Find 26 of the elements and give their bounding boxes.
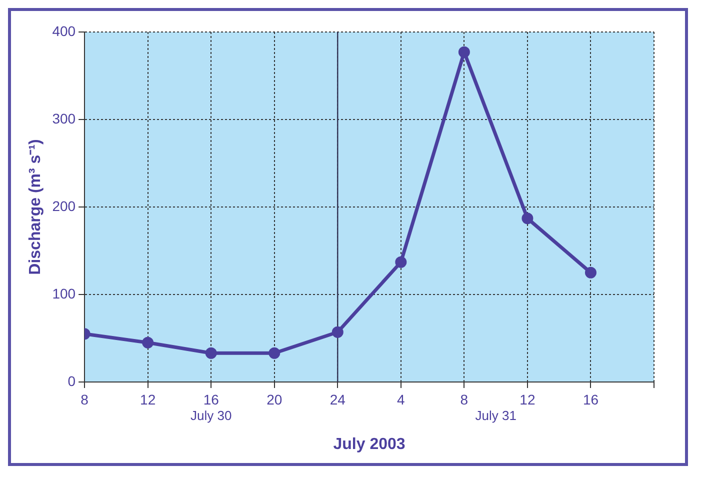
y-tick-label: 100: [52, 285, 76, 302]
point: [332, 326, 344, 338]
text: July 30: [190, 408, 232, 424]
point: [205, 347, 217, 359]
point: [584, 266, 596, 278]
y-tick-label: 300: [52, 110, 76, 126]
point: [395, 256, 407, 268]
y-tick-label: 0: [68, 372, 76, 389]
point: [142, 336, 154, 348]
point: [522, 212, 534, 224]
x-tick-label: 24: [330, 391, 346, 408]
x-tick-label: 16: [582, 391, 599, 408]
x-axis-title: July 2003: [333, 436, 406, 453]
x-tick-label: 12: [520, 391, 536, 408]
point: [268, 347, 280, 359]
x-tick-label: 4: [397, 391, 406, 408]
y-axis-title: Discharge (m³ s⁻¹): [27, 139, 44, 275]
x-tick-label: 8: [460, 391, 468, 408]
x-tick-label: 12: [140, 391, 156, 408]
x-tick-label: 20: [266, 391, 282, 408]
text: July 31: [475, 408, 516, 424]
x-tick-label: 16: [203, 391, 220, 408]
x-tick-label: 8: [80, 391, 89, 408]
y-tick-label: 200: [52, 198, 76, 214]
y-tick-label: 400: [52, 22, 76, 39]
point: [458, 46, 470, 58]
